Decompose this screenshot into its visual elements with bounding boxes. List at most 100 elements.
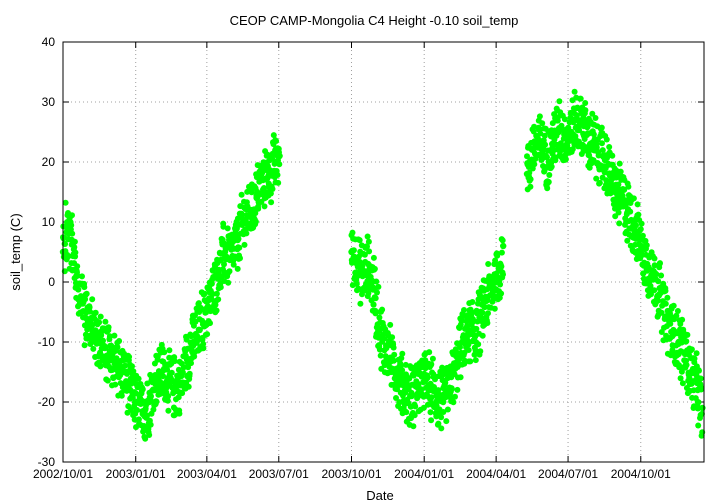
- data-point: [78, 296, 85, 304]
- data-point: [615, 209, 622, 216]
- data-point: [580, 122, 588, 130]
- data-point: [658, 272, 665, 279]
- data-point: [355, 253, 362, 260]
- data-point: [359, 272, 366, 280]
- data-point: [465, 347, 472, 353]
- data-point: [68, 236, 75, 244]
- data-point: [270, 132, 277, 139]
- axis-ticks: -30 -20 -10 0 10 20 30 40 2002/10/01 2003/01/01 20…: [33, 35, 704, 481]
- data-point: [370, 254, 377, 261]
- data-point: [243, 230, 250, 237]
- data-point: [662, 300, 669, 307]
- data-point: [569, 146, 576, 153]
- data-point: [69, 230, 76, 237]
- data-point: [253, 194, 260, 202]
- data-point: [185, 383, 192, 390]
- data-point: [395, 374, 403, 382]
- data-point: [152, 380, 159, 388]
- data-point: [71, 244, 78, 251]
- data-point: [165, 393, 172, 400]
- data-point: [75, 286, 82, 293]
- data-point: [468, 309, 475, 316]
- data-point: [225, 279, 232, 286]
- data-point: [383, 344, 390, 352]
- data-point: [213, 290, 220, 297]
- data-point: [89, 296, 96, 303]
- data-point: [97, 363, 104, 370]
- data-point: [175, 394, 182, 401]
- data-point: [372, 295, 379, 302]
- data-point: [527, 176, 534, 183]
- data-point: [683, 338, 690, 345]
- data-point: [426, 349, 433, 356]
- data-point: [472, 357, 479, 364]
- data-point: [81, 342, 88, 349]
- data-point: [241, 241, 248, 248]
- data-point: [412, 403, 419, 410]
- data-point: [139, 386, 146, 393]
- data-point: [568, 128, 575, 136]
- x-tick-label: 2002/10/01: [33, 467, 93, 481]
- data-point: [164, 374, 172, 382]
- data-point: [275, 179, 282, 186]
- data-point: [500, 242, 507, 250]
- data-point: [168, 369, 175, 376]
- data-point: [364, 233, 371, 240]
- data-point: [102, 318, 109, 325]
- data-point: [176, 410, 183, 417]
- data-point: [387, 321, 394, 328]
- data-point: [365, 290, 372, 297]
- data-point: [234, 265, 241, 272]
- data-point: [252, 210, 259, 217]
- x-tick-label: 2004/07/01: [538, 467, 598, 481]
- data-point: [104, 377, 111, 384]
- data-point: [615, 181, 622, 188]
- data-point: [662, 314, 670, 322]
- data-point: [651, 287, 658, 294]
- y-axis-label: soil_temp (C): [8, 213, 23, 290]
- data-point: [276, 152, 283, 160]
- data-point: [105, 324, 112, 331]
- data-point: [643, 242, 650, 249]
- data-point: [221, 248, 229, 256]
- grid: [63, 42, 704, 462]
- data-point: [609, 152, 616, 159]
- data-point: [683, 362, 690, 368]
- data-point: [623, 201, 629, 208]
- data-point: [498, 249, 505, 256]
- series-1: [348, 229, 507, 432]
- data-point: [618, 194, 625, 202]
- data-point: [135, 375, 142, 382]
- data-point: [63, 224, 71, 232]
- data-point: [364, 260, 372, 268]
- data-point: [467, 358, 474, 365]
- data-point: [438, 425, 445, 432]
- data-point: [221, 261, 227, 268]
- data-point: [654, 297, 661, 304]
- data-point: [69, 212, 75, 219]
- data-point: [106, 333, 113, 340]
- data-point: [127, 386, 134, 394]
- data-point: [443, 418, 450, 425]
- plot-frame: [62, 41, 705, 463]
- data-point: [114, 362, 121, 370]
- data-point: [146, 398, 153, 406]
- data-point: [631, 218, 638, 226]
- data-point: [461, 307, 467, 313]
- data-point: [72, 249, 79, 256]
- data-point: [215, 296, 222, 303]
- data-point: [82, 314, 90, 322]
- data-point: [684, 331, 691, 338]
- data-point: [662, 287, 669, 294]
- data-point: [195, 300, 202, 307]
- data-point: [234, 215, 241, 222]
- data-point: [469, 316, 476, 322]
- data-point: [546, 172, 553, 178]
- data-point: [374, 289, 380, 296]
- data-point: [438, 414, 445, 421]
- data-point: [153, 398, 160, 405]
- data-point: [571, 88, 578, 95]
- data-point: [679, 316, 686, 323]
- data-point: [62, 199, 69, 206]
